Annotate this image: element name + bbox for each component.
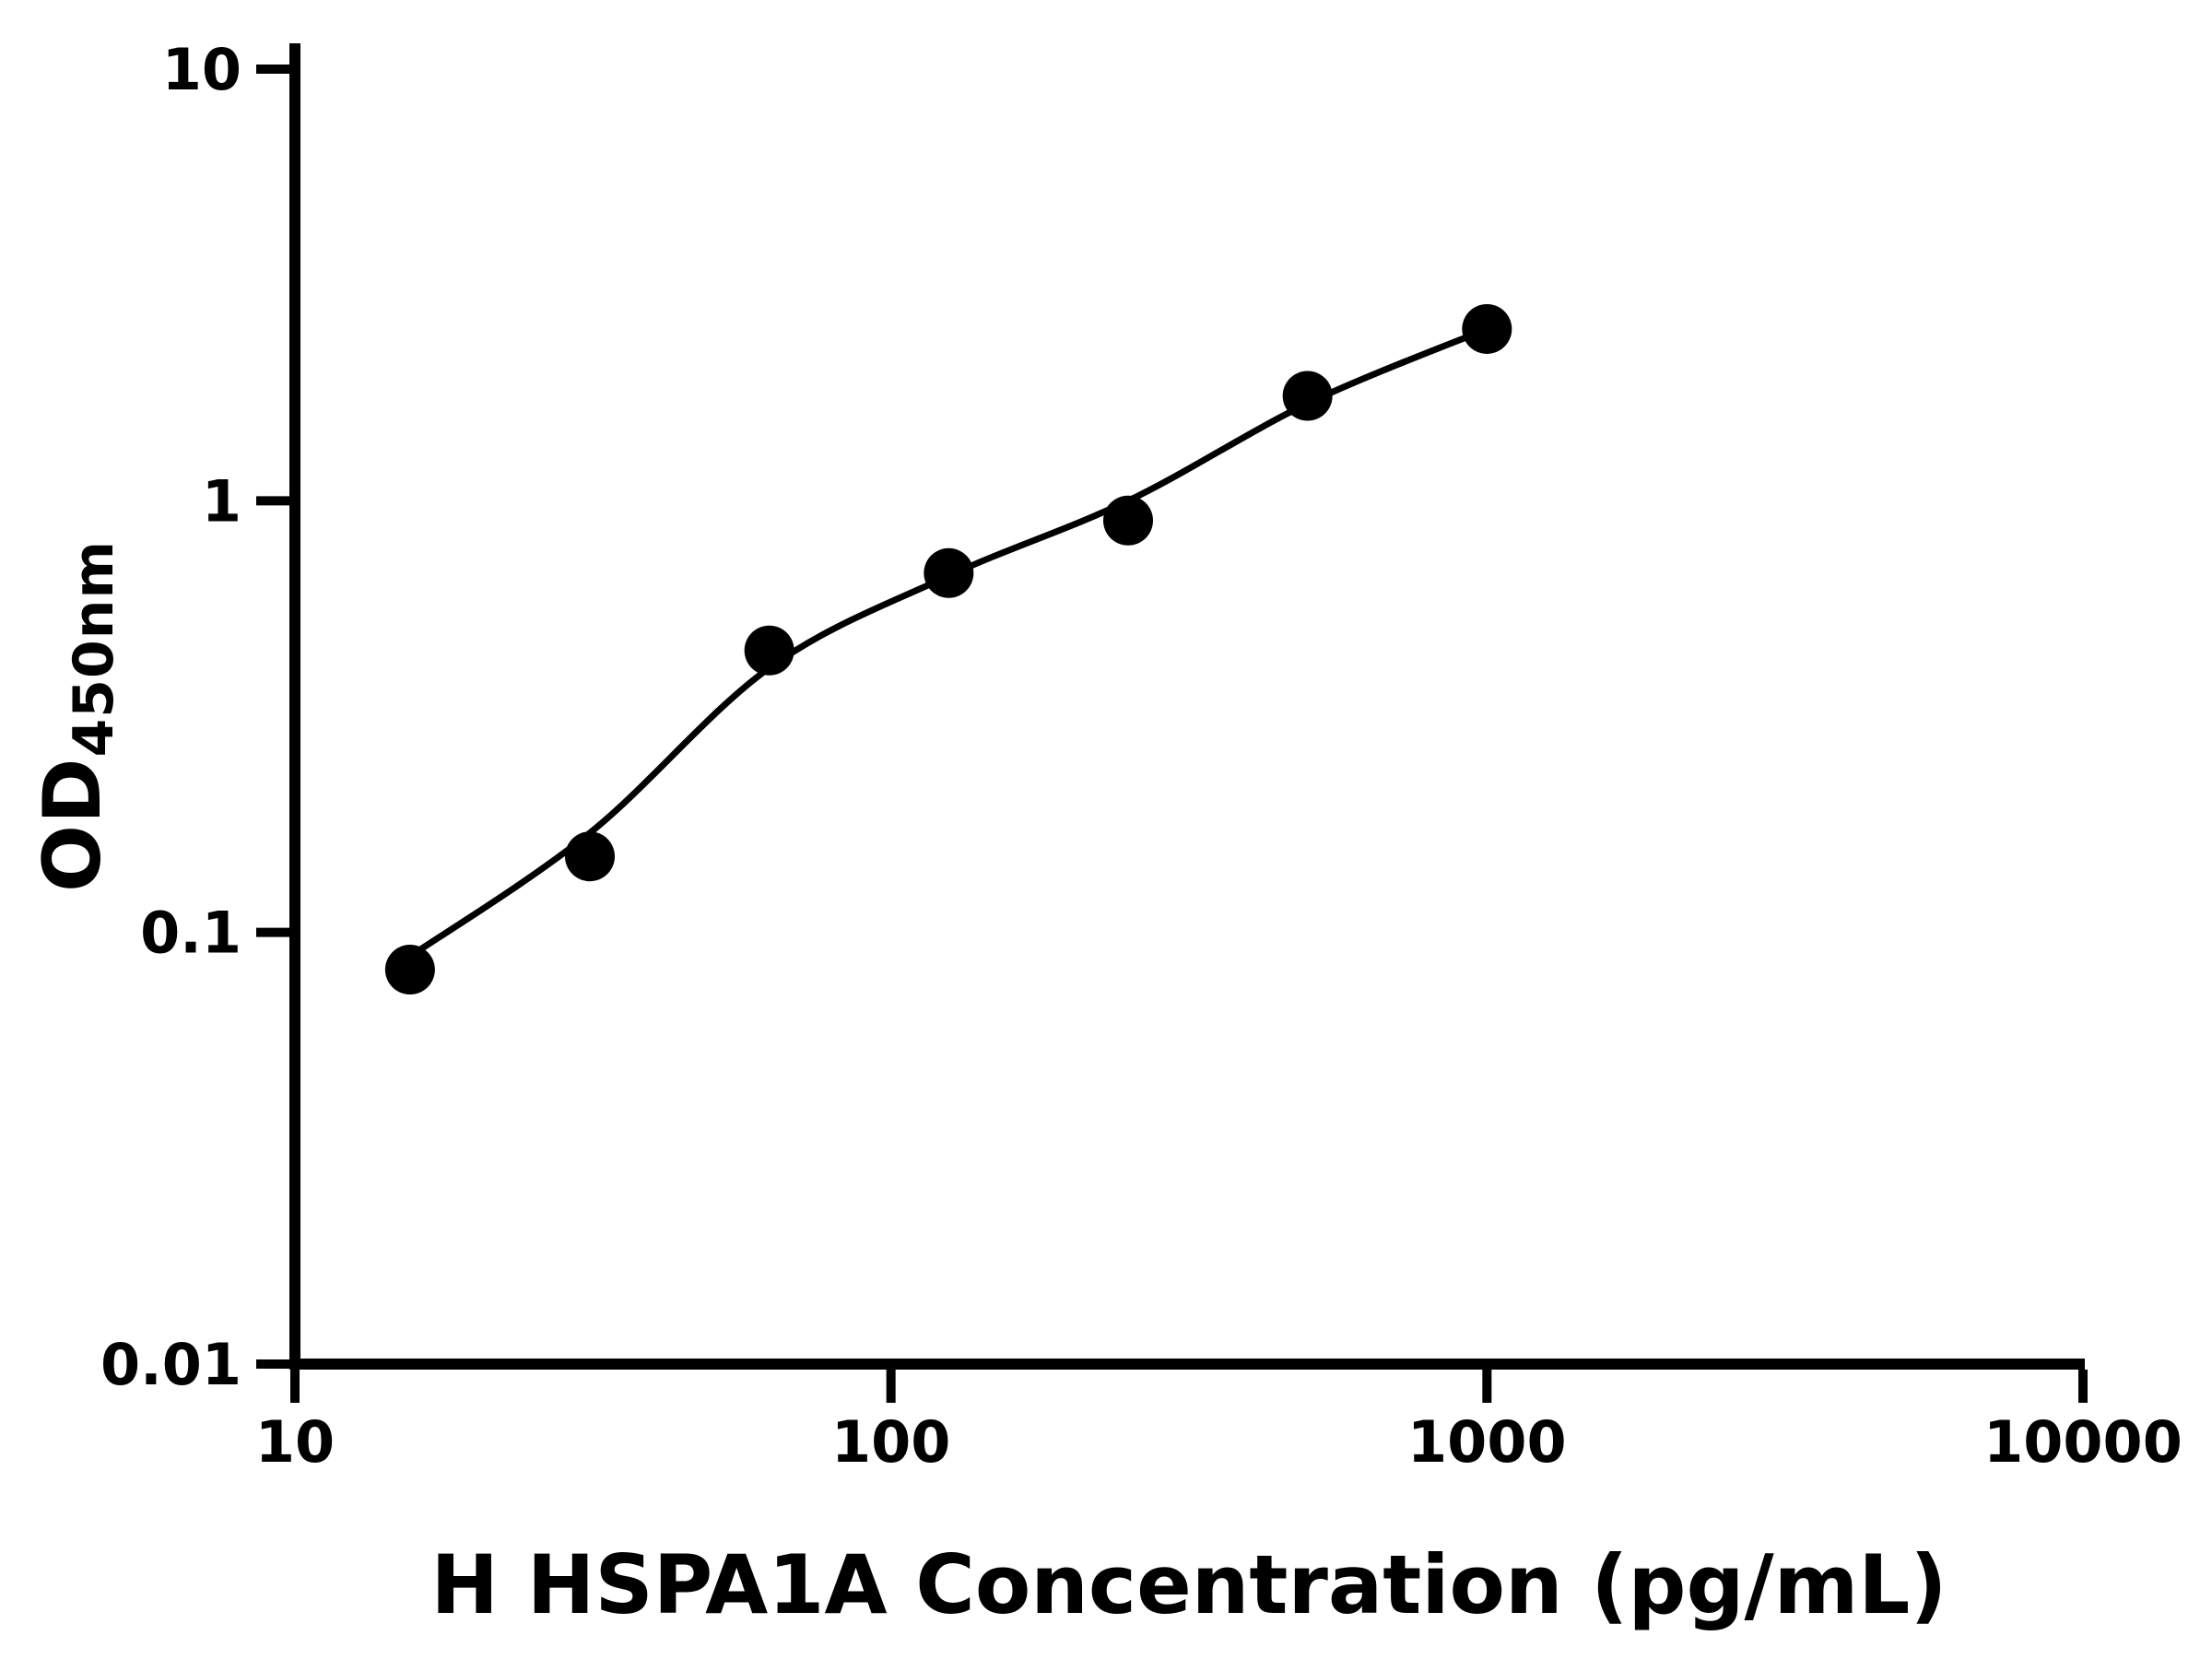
y-tick-label: 1 [202, 467, 241, 535]
x-tick-label: 100 [831, 1408, 950, 1476]
x-axis-ticks: 10 100 1000 10000 [255, 1370, 2183, 1476]
x-tick-label: 1000 [1407, 1408, 1567, 1476]
x-tick-label: 10000 [1983, 1408, 2183, 1476]
data-point [1103, 495, 1154, 546]
data-point [384, 945, 435, 995]
y-tick-label: 0.01 [100, 1331, 241, 1398]
data-point [1282, 371, 1333, 421]
x-axis-title: H HSPA1A Concentration (pg/mL) [430, 1537, 1947, 1632]
data-point [1462, 303, 1512, 354]
data-point [565, 831, 616, 882]
data-points [384, 303, 1512, 995]
y-tick-label: 10 [162, 36, 241, 103]
x-tick-label: 10 [255, 1408, 335, 1476]
data-point [924, 547, 974, 598]
y-axis-ticks: 0.01 0.1 1 10 [100, 36, 289, 1398]
data-point [744, 625, 794, 676]
axes [289, 43, 2085, 1370]
y-tick-label: 0.1 [140, 900, 241, 967]
